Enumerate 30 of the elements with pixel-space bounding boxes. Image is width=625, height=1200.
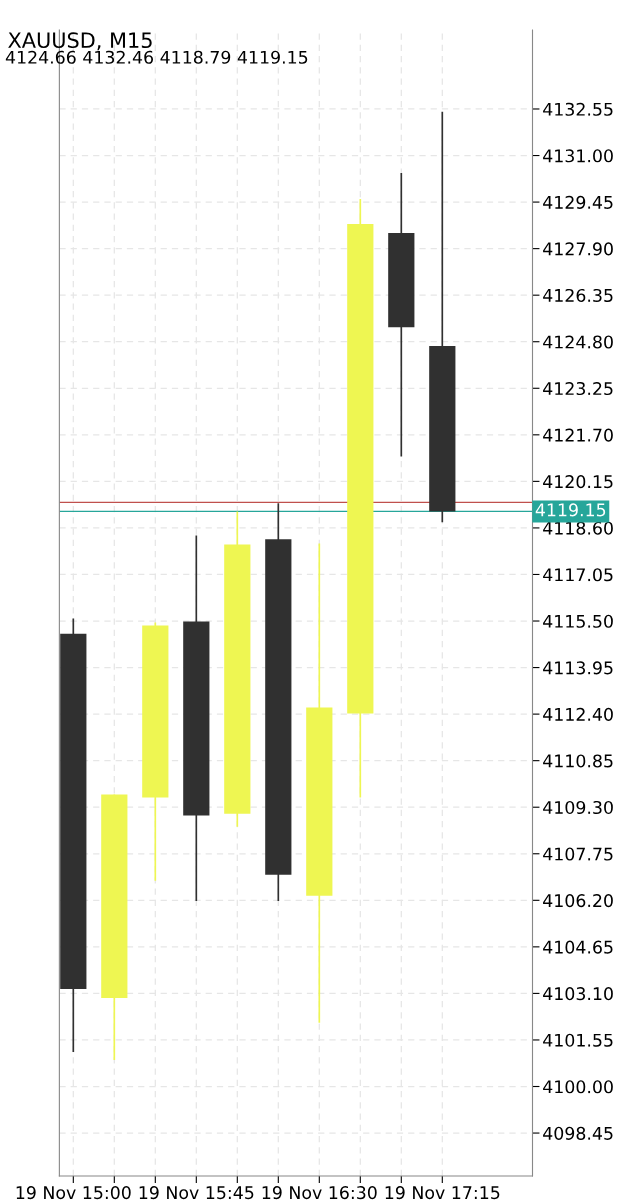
y-tick-label: 4100.00 [543,1080,613,1094]
y-tick-label: 4127.90 [543,242,613,256]
y-tick-label: 4103.10 [543,987,613,1001]
x-tick-label: 19 Nov 17:15 [385,1186,500,1200]
x-tick-label: 19 Nov 16:30 [262,1186,377,1200]
y-tick-label: 4098.45 [543,1126,613,1140]
chart-title: XAUUSD, M15 [8,32,152,51]
annotation: 4124.66 4132.46 4118.79 4119.15 [5,50,308,64]
y-tick-label: 4123.25 [543,381,613,396]
y-tick-label: 4118.60 [543,521,613,535]
y-tick-label: 4101.55 [543,1033,613,1047]
y-tick-label: 4115.50 [543,614,613,628]
x-tick-label: 19 Nov 15:45 [139,1186,254,1200]
y-tick-label: 4112.40 [543,707,613,721]
y-tick-label: 4107.75 [543,847,613,861]
y-tick-label: 4113.95 [543,661,613,675]
y-tick-label: 4121.70 [543,428,613,442]
y-tick-label: 4129.45 [543,195,613,209]
x-tick-label: 19 Nov 15:00 [16,1186,131,1200]
y-tick-label: 4117.05 [543,568,613,582]
y-tick-label: 4120.15 [543,475,613,489]
y-tick-label: 4124.80 [543,335,613,349]
y-tick-label: 4131.00 [543,149,613,163]
ref-line-label: 4119.15 [535,503,606,517]
y-tick-label: 4132.55 [543,102,613,116]
y-tick-label: 4106.20 [543,894,613,908]
y-tick-label: 4104.65 [543,940,613,954]
y-tick-label: 4109.30 [543,800,613,815]
y-tick-label: 4110.85 [543,754,613,768]
y-tick-label: 4126.35 [543,288,613,303]
